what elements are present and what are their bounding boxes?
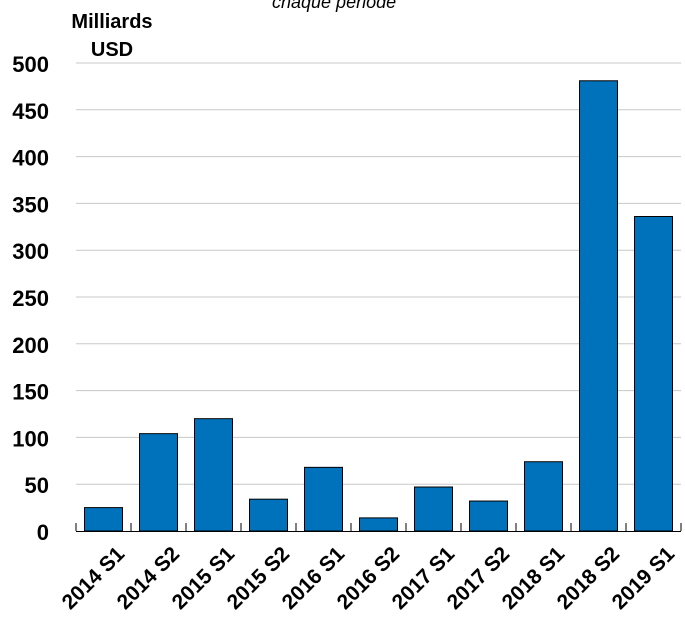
bar-2017-s2 [469,500,508,532]
y-tick-label: 500 [12,52,49,77]
x-axis [75,523,682,532]
chart-subtitle: chaque période [272,0,397,12]
bar-2014-s1 [84,507,123,532]
y-axis-label: Milliards USD [64,8,160,64]
y-tick-label: 200 [12,333,49,358]
bar-2019-s1 [634,216,673,532]
y-tick-label: 300 [12,239,49,264]
bar-2016-s1 [304,466,343,532]
bars [84,80,673,532]
y-axis-ticks: 0 50 100 150 200 250 300 350 400 450 500 [12,52,49,545]
y-axis-label-line1: Milliards [71,11,153,33]
bar-2018-s2 [579,80,618,532]
y-tick-label: 50 [25,473,49,498]
bar-2014-s2 [139,433,178,532]
y-tick-label: 100 [12,426,49,451]
bar-2016-s2 [359,517,398,532]
y-tick-label: 400 [12,146,49,171]
y-tick-label: 250 [12,286,49,311]
y-tick-label: 450 [12,99,49,124]
y-tick-label: 0 [37,520,49,545]
bar-2018-s1 [524,461,563,532]
bar-2017-s1 [414,486,453,532]
bar-2015-s1 [194,418,233,532]
bar-2015-s2 [249,498,288,532]
y-axis-label-line2: USD [90,39,134,61]
y-tick-label: 350 [12,192,49,217]
y-tick-label: 150 [12,380,49,405]
